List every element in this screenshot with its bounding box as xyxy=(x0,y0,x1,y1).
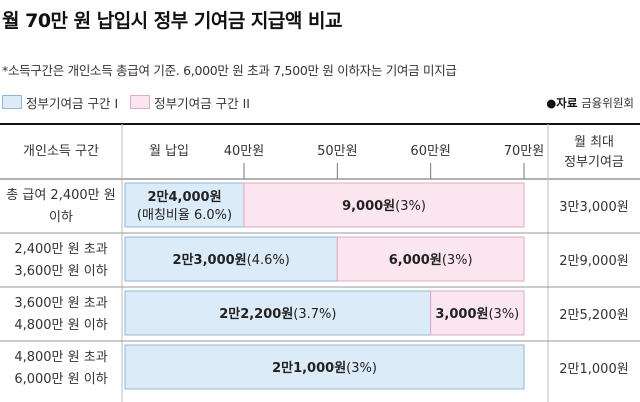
bar-segment-tier2 xyxy=(430,290,525,336)
row-category-line2: 이하 xyxy=(49,210,73,225)
row-max-contribution: 3만3,000원 xyxy=(559,200,628,215)
bar-rate-label: (3%) xyxy=(395,199,426,214)
legend-item-tier2: 정부기여금 구간 II xyxy=(130,93,250,112)
legend-swatch-tier1 xyxy=(2,95,22,109)
bar-rate-label: (3.7%) xyxy=(293,307,336,322)
header-max-line2: 정부기여금 xyxy=(564,155,624,170)
legend: 정부기여금 구간 I 정부기여금 구간 II xyxy=(2,93,262,111)
bar-segment-tier1 xyxy=(124,290,432,336)
bar-rate-label: (3%) xyxy=(442,253,473,268)
x-tick-label: 70만원 xyxy=(504,144,544,159)
bar-rate-label: (3%) xyxy=(488,307,519,322)
bar-value-label: 2만1,000원(3%) xyxy=(272,360,377,376)
source-prefix: ●자료 xyxy=(546,96,578,110)
legend-item-tier1: 정부기여금 구간 I xyxy=(2,93,118,112)
bar-value-label: 3,000원(3%) xyxy=(435,307,519,322)
header-payment: 월 납입 xyxy=(149,144,189,159)
bar-amount-label: 2만1,000원 xyxy=(272,360,346,376)
bar-rate-label: (3%) xyxy=(346,361,377,376)
row-category-line1: 3,600만 원 초과 xyxy=(14,296,107,311)
bar-rate-label: (매칭비율 6.0%) xyxy=(137,208,232,223)
bar-amount-label: 2만3,000원 xyxy=(173,252,247,268)
bar-segment-tier1 xyxy=(124,344,525,390)
bar-value-label: 6,000원(3%) xyxy=(389,253,473,268)
legend-label-tier2: 정부기여금 구간 II xyxy=(154,95,250,111)
bar-amount-label: 9,000원 xyxy=(342,199,395,214)
x-tick-label: 50만원 xyxy=(317,144,357,159)
row-category-line2: 4,800만 원 이하 xyxy=(14,318,107,333)
row-max-contribution: 2만1,000원 xyxy=(559,362,628,377)
bar-amount-label: 6,000원 xyxy=(389,253,442,268)
row-max-contribution: 2만9,000원 xyxy=(559,254,628,269)
header-max-line1: 월 최대 xyxy=(574,135,614,150)
bar-amount-label: 2만4,000원 xyxy=(147,189,221,205)
row-category-line2: 6,000만 원 이하 xyxy=(14,372,107,387)
bar-segment-tier1 xyxy=(124,236,338,282)
bar-segment-tier1 xyxy=(124,182,245,228)
source-name: 금융위원회 xyxy=(581,96,634,110)
legend-label-tier1: 정부기여금 구간 I xyxy=(26,95,119,111)
subtitle: *소득구간은 개인소득 총급여 기준. 6,000만 원 초과 7,500만 원… xyxy=(2,63,457,78)
bar-rate-label: (4.6%) xyxy=(247,253,290,268)
row-category-line1: 총 급여 2,400만 원 xyxy=(6,188,115,203)
row-category-line1: 4,800만 원 초과 xyxy=(14,350,107,365)
page-title: 월 70만 원 납입시 정부 기여금 지급액 비교 xyxy=(2,10,342,32)
bar-amount-label: 2만2,200원 xyxy=(219,306,293,322)
bar-value-label: 2만2,200원(3.7%) xyxy=(219,306,336,322)
bar-segment-tier2 xyxy=(336,236,525,282)
bar-value-label: 9,000원(3%) xyxy=(342,199,426,214)
x-tick-label: 60만원 xyxy=(410,144,450,159)
legend-swatch-tier2 xyxy=(130,95,151,109)
x-tick-label: 40만원 xyxy=(224,144,264,159)
row-category-line1: 2,400만 원 초과 xyxy=(14,242,107,257)
row-category-line2: 3,600만 원 이하 xyxy=(14,264,107,279)
bar-amount-label: 3,000원 xyxy=(435,307,488,322)
bar-segment-tier2 xyxy=(243,182,525,228)
source-note: ●자료 금융위원회 xyxy=(546,95,634,111)
header-income: 개인소득 구간 xyxy=(23,144,99,159)
row-max-contribution: 2만5,200원 xyxy=(559,308,628,323)
bar-value-label: 2만3,000원(4.6%) xyxy=(173,252,290,268)
